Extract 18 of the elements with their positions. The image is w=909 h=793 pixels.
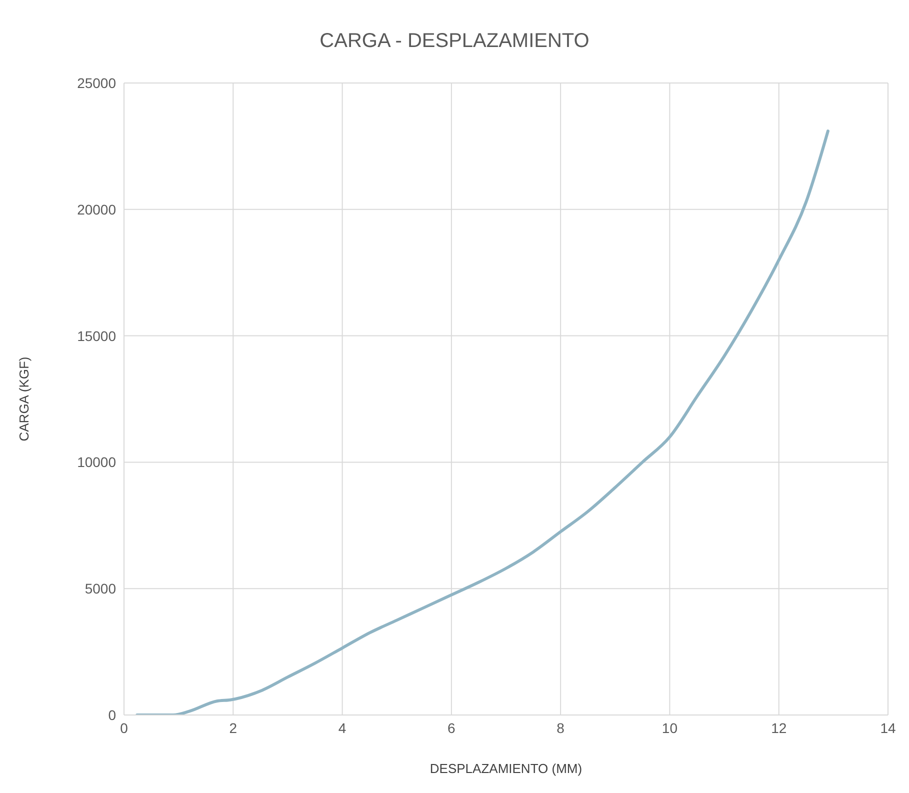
x-tick-label: 4 <box>338 720 346 736</box>
y-tick-label: 5000 <box>84 580 116 597</box>
x-tick-label: 10 <box>662 720 678 736</box>
y-tick-label: 10000 <box>77 454 116 470</box>
x-tick-label: 0 <box>120 720 128 736</box>
y-tick-label: 15000 <box>77 328 116 344</box>
y-axis-title: CARGA (KGF) <box>16 356 32 442</box>
x-tick-label: 12 <box>771 720 787 736</box>
x-tick-label: 6 <box>448 720 456 736</box>
x-tick-label: 8 <box>556 720 565 736</box>
y-tick-label: 0 <box>108 706 116 723</box>
x-axis-title: DESPLAZAMIENTO (MM) <box>430 761 582 776</box>
x-tick-label: 2 <box>229 720 238 736</box>
line-series <box>136 130 830 715</box>
y-tick-label: 20000 <box>77 201 116 218</box>
x-tick-label: 14 <box>880 720 896 736</box>
y-tick-label: 25000 <box>77 74 116 91</box>
chart-title: CARGA - DESPLAZAMIENTO <box>318 30 590 53</box>
